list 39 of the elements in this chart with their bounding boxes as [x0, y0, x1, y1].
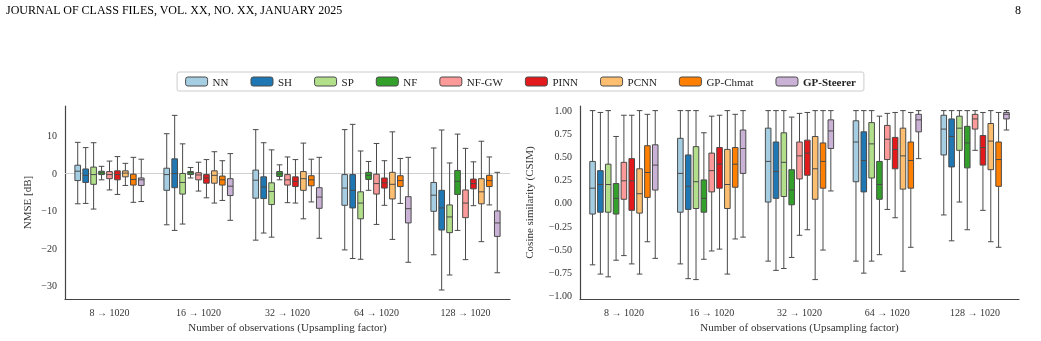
legend-label: NN — [212, 75, 229, 88]
x-tick-label: 64 → 1020 — [354, 306, 399, 318]
y-tick-label: 0.75 — [554, 128, 572, 140]
text: 8 — [1015, 3, 1021, 17]
x-tick-label: 128 → 1020 — [950, 306, 1001, 318]
legend-label: PCNN — [627, 75, 657, 88]
legend-label: SH — [277, 75, 293, 88]
legend-label: SP — [341, 75, 354, 88]
y-tick-label: −1.00 — [548, 289, 572, 301]
legend-label: GP-Steerer — [802, 75, 857, 88]
text: JOURNAL OF CLASS FILES, VOL. XX, NO. XX, JANUARY 2025 — [6, 3, 343, 17]
y-tick-label: −0.25 — [548, 220, 572, 232]
x-tick-label: 16 → 1020 — [689, 306, 735, 318]
legend-label: PINN — [552, 75, 579, 88]
y-tick-label: −30 — [41, 280, 57, 292]
x-tick-label: 8 → 1020 — [89, 306, 130, 318]
x-tick-label: 64 → 1020 — [864, 306, 910, 318]
x-tick-label: 8 → 1020 — [603, 306, 644, 318]
x-tick-label: 16 → 1020 — [176, 306, 221, 318]
legend-label: NF — [403, 75, 418, 88]
y-tick-label: 0 — [52, 167, 57, 179]
x-tick-label: 128 → 1020 — [440, 306, 491, 318]
legend-label: GP-Chmat — [706, 75, 754, 88]
legend-label: NF-GW — [466, 75, 504, 88]
y-tick-label: 0.50 — [554, 151, 572, 163]
y-tick-label: 0.25 — [554, 174, 572, 186]
x-tick-label: 32 → 1020 — [265, 306, 310, 318]
y-tick-label: 0.00 — [554, 197, 572, 209]
y-tick-label: −0.75 — [548, 266, 572, 278]
x-axis-title: Number of observations (Upsampling factor) — [188, 321, 388, 335]
y-tick-label: −20 — [41, 242, 57, 254]
y-tick-label: −0.50 — [548, 243, 572, 255]
y-axis-title: NMSE [dB] — [20, 175, 33, 230]
y-tick-label: −10 — [41, 205, 57, 217]
x-tick-label: 32 → 1020 — [777, 306, 822, 318]
y-axis-title: Cosine similarity (CSIM) — [522, 145, 536, 259]
y-tick-label: 10 — [47, 130, 57, 142]
y-tick-label: 1.00 — [554, 105, 572, 117]
x-axis-title: Number of observations (Upsampling factor) — [700, 321, 900, 335]
